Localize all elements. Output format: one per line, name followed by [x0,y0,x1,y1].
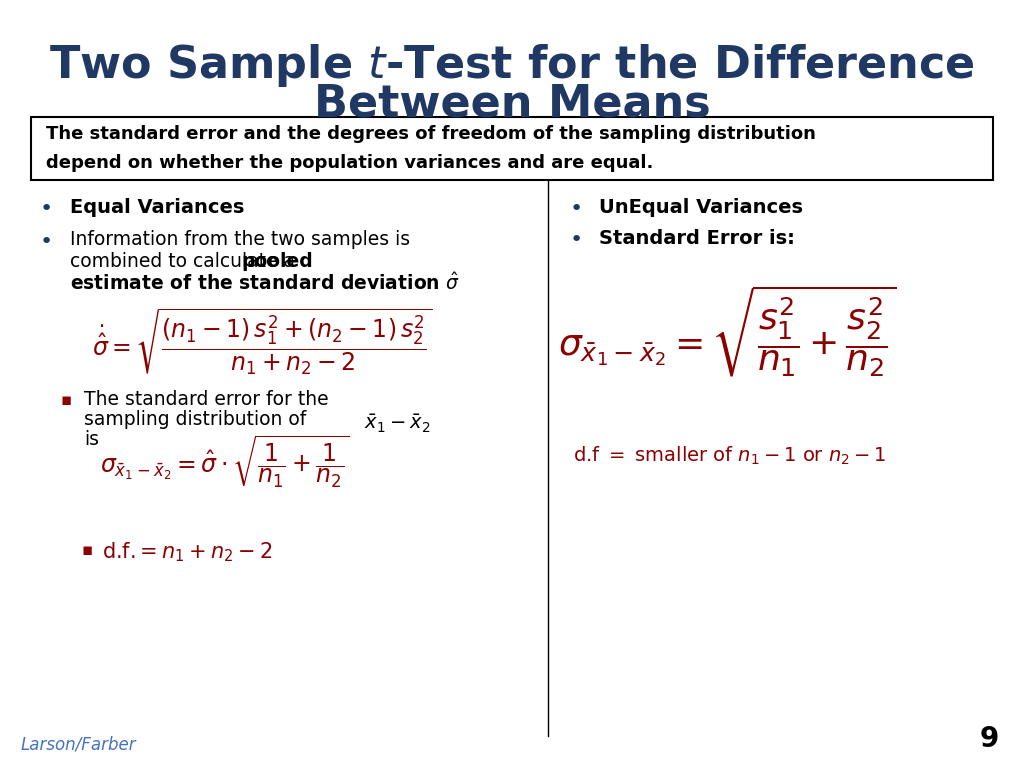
Text: Equal Variances: Equal Variances [70,198,244,217]
Text: •: • [40,232,52,252]
Text: Two Sample $\mathbf{\mathit{t}}$-Test for the Difference: Two Sample $\mathbf{\mathit{t}}$-Test fo… [49,41,975,89]
Text: $\sigma_{\bar{x}_1-\bar{x}_2} = \sqrt{\dfrac{s_1^2}{n_1}+\dfrac{s_2^2}{n_2}}$: $\sigma_{\bar{x}_1-\bar{x}_2} = \sqrt{\d… [558,284,897,379]
Text: Between Means: Between Means [313,82,711,125]
Text: The standard error and the degrees of freedom of the sampling distribution: The standard error and the degrees of fr… [46,125,816,143]
Text: $\bar{x}_1 - \bar{x}_2$: $\bar{x}_1 - \bar{x}_2$ [364,413,430,435]
Text: •: • [570,230,583,250]
Text: d.f.$= n_1 + n_2 - 2$: d.f.$= n_1 + n_2 - 2$ [102,540,272,564]
Text: is: is [84,430,99,449]
Text: UnEqual Variances: UnEqual Variances [599,198,803,217]
Text: pooled: pooled [242,252,313,271]
Text: combined to calculate a: combined to calculate a [70,252,301,271]
Text: ▪: ▪ [61,391,72,409]
Text: sampling distribution of: sampling distribution of [84,410,306,430]
Text: $\sigma_{\bar{x}_1-\bar{x}_2} = \hat{\sigma}\cdot\sqrt{\dfrac{1}{n_1}+\dfrac{1}{: $\sigma_{\bar{x}_1-\bar{x}_2} = \hat{\si… [100,433,350,489]
Text: •: • [570,199,583,219]
Text: Standard Error is:: Standard Error is: [599,229,795,248]
Text: ▪: ▪ [82,541,92,558]
Text: •: • [40,199,52,219]
Text: $\dot{\hat{\sigma}} = \sqrt{\dfrac{(n_1-1)\,s_1^2+(n_2-1)\,s_2^2}{n_1+n_2-2}}$: $\dot{\hat{\sigma}} = \sqrt{\dfrac{(n_1-… [92,307,433,377]
Text: Information from the two samples is: Information from the two samples is [70,230,410,249]
Text: estimate of the standard deviation $\hat{\sigma}$: estimate of the standard deviation $\hat… [70,272,460,294]
Text: d.f $=$ smaller of $n_1 - 1$ or $n_2 - 1$: d.f $=$ smaller of $n_1 - 1$ or $n_2 - 1… [573,445,887,467]
Text: 9: 9 [979,725,998,753]
Text: The standard error for the: The standard error for the [84,390,329,409]
Text: depend on whether the population variances and are equal.: depend on whether the population varianc… [46,154,653,173]
Text: Larson/Farber: Larson/Farber [20,736,136,753]
FancyBboxPatch shape [31,117,993,180]
